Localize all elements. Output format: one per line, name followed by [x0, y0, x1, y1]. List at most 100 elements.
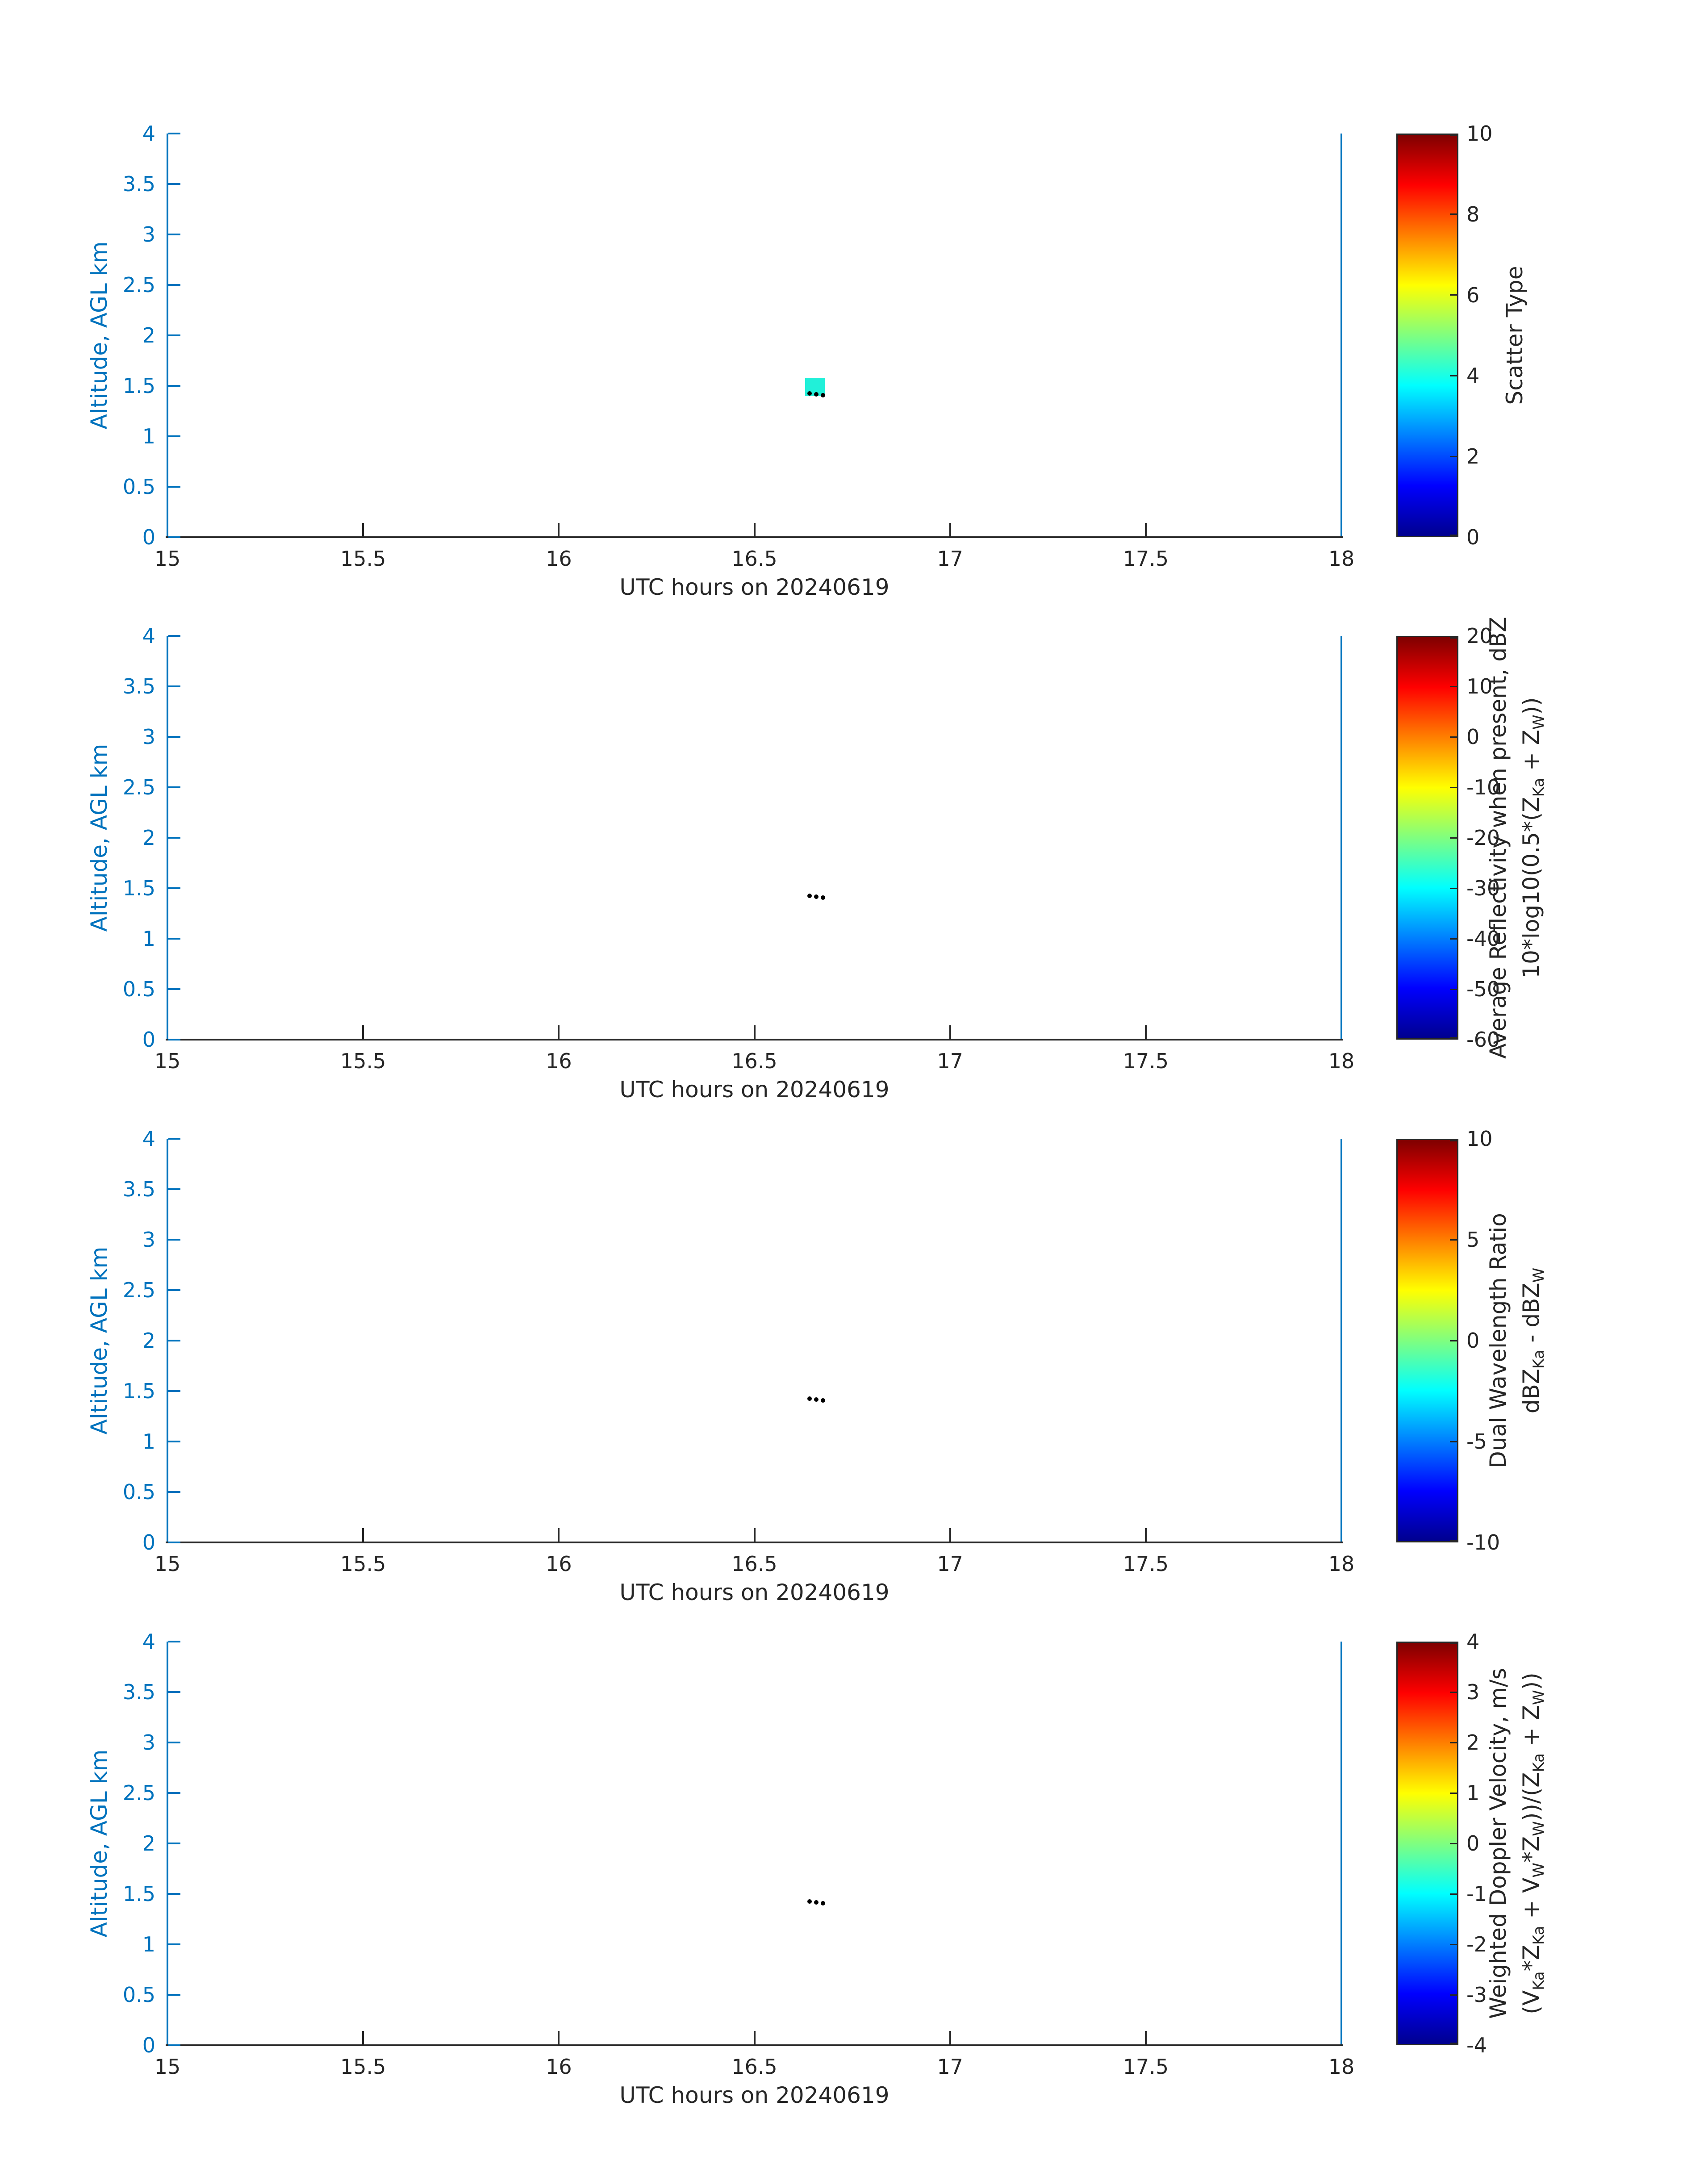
x-tick-mark: [558, 2031, 560, 2044]
colorbar-tick-label: 4: [1466, 364, 1480, 388]
x-tick-mark: [1144, 523, 1147, 536]
y-tick-label: 3: [142, 1228, 155, 1252]
y-tick-label: 0: [142, 2033, 155, 2057]
y-tick-label: 2: [142, 826, 155, 850]
y-tick-mark: [168, 133, 180, 134]
data-point: [820, 1901, 825, 1906]
x-tick-label: 16.5: [731, 1049, 777, 1073]
y-tick-mark: [168, 837, 180, 839]
colorbar-tick-label: -5: [1466, 1429, 1487, 1454]
y-tick-label: 2.5: [122, 775, 155, 799]
plot-area: [167, 1642, 1341, 2045]
y-tick-mark: [168, 887, 180, 889]
y-tick-mark: [168, 938, 180, 940]
y-axis-label: Altitude, AGL km: [86, 1246, 112, 1435]
colorbar-tick-label: -1: [1466, 1882, 1487, 1906]
y-tick-label: 1.5: [122, 374, 155, 398]
x-axis-label: UTC hours on 20240619: [619, 1077, 889, 1103]
plot-area: [167, 636, 1341, 1040]
colorbar-tick-mark: [1450, 1540, 1457, 1541]
y-tick-label: 0: [142, 525, 155, 549]
y-tick-mark: [168, 1742, 180, 1743]
x-tick-label: 15.5: [340, 1049, 386, 1073]
y-axis-left-spine: [167, 1642, 168, 2046]
colorbar-tick-mark: [1450, 1239, 1457, 1241]
y-tick-label: 4: [142, 624, 155, 648]
y-tick-mark: [168, 736, 180, 738]
y-tick-label: 1.5: [122, 1379, 155, 1403]
x-axis-bottom-spine: [166, 1039, 1343, 1040]
y-tick-label: 0.5: [122, 475, 155, 499]
x-axis-label: UTC hours on 20240619: [619, 574, 889, 600]
x-tick-mark: [362, 1528, 364, 1542]
y-tick-mark: [168, 1138, 180, 1140]
x-tick-mark: [1144, 2031, 1147, 2044]
y-tick-mark: [168, 1893, 180, 1895]
colorbar: [1396, 636, 1458, 1040]
colorbar-tick-mark: [1450, 736, 1457, 738]
x-tick-label: 17: [937, 547, 963, 571]
colorbar-tick-label: -30: [1466, 876, 1500, 900]
x-axis-bottom-spine: [166, 536, 1343, 538]
colorbar-tick-mark: [1450, 213, 1457, 215]
y-tick-mark: [168, 635, 180, 637]
y-tick-label: 0.5: [122, 977, 155, 1001]
colorbar-label: Weighted Doppler Velocity, m/s (VKa*ZKa +…: [1482, 1308, 1548, 2177]
colorbar-tick-label: 20: [1466, 624, 1493, 648]
colorbar-tick-label: -3: [1466, 1983, 1487, 2007]
data-point: [807, 1899, 812, 1904]
y-tick-mark: [168, 183, 180, 185]
y-tick-mark: [168, 1691, 180, 1693]
data-point: [807, 893, 812, 898]
colorbar-tick-mark: [1450, 1843, 1457, 1844]
y-tick-label: 3: [142, 725, 155, 749]
y-tick-mark: [168, 234, 180, 235]
colorbar-tick-mark: [1450, 2043, 1457, 2044]
colorbar-tick-mark: [1450, 637, 1457, 639]
colorbar-tick-label: 10: [1466, 121, 1493, 146]
x-tick-label: 17: [937, 2055, 963, 2079]
colorbar-tick-mark: [1450, 1943, 1457, 1945]
colorbar-tick-label: -50: [1466, 977, 1500, 1001]
y-tick-mark: [168, 1641, 180, 1642]
y-tick-mark: [168, 1188, 180, 1190]
x-tick-label: 15: [154, 1049, 181, 1073]
y-axis-label: Altitude, AGL km: [86, 744, 112, 932]
x-tick-mark: [558, 1025, 560, 1039]
data-point: [807, 391, 812, 396]
x-tick-label: 16: [546, 1049, 572, 1073]
y-tick-mark: [168, 1039, 180, 1040]
y-axis-label: Altitude, AGL km: [86, 241, 112, 430]
colorbar-tick-mark: [1450, 1037, 1457, 1038]
x-tick-mark: [753, 1025, 756, 1039]
colorbar-tick-mark: [1450, 1893, 1457, 1895]
x-axis-label: UTC hours on 20240619: [619, 1579, 889, 1605]
data-point: [814, 1900, 819, 1905]
y-tick-mark: [168, 435, 180, 437]
y-tick-mark: [168, 284, 180, 286]
colorbar-tick-mark: [1450, 1441, 1457, 1442]
x-tick-label: 17.5: [1123, 1552, 1169, 1576]
y-tick-label: 4: [142, 1127, 155, 1151]
y-axis-right-spine: [1341, 134, 1342, 538]
data-point: [814, 392, 819, 397]
x-tick-label: 16.5: [731, 2055, 777, 2079]
y-tick-label: 0: [142, 1530, 155, 1554]
y-tick-label: 2: [142, 1831, 155, 1855]
y-axis-right-spine: [1341, 636, 1342, 1040]
y-tick-mark: [168, 1943, 180, 1945]
y-axis-label: Altitude, AGL km: [86, 1749, 112, 1938]
x-tick-label: 15.5: [340, 2055, 386, 2079]
x-tick-label: 16.5: [731, 1552, 777, 1576]
colorbar-tick-label: 0: [1466, 1831, 1480, 1855]
x-tick-mark: [558, 523, 560, 536]
colorbar-tick-label: 0: [1466, 725, 1480, 749]
y-tick-mark: [168, 1340, 180, 1341]
x-tick-mark: [949, 523, 951, 536]
y-tick-label: 4: [142, 121, 155, 146]
colorbar-tick-label: -40: [1466, 927, 1500, 951]
x-tick-mark: [949, 2031, 951, 2044]
x-tick-label: 15: [154, 2055, 181, 2079]
x-tick-mark: [362, 523, 364, 536]
data-point: [820, 895, 825, 900]
